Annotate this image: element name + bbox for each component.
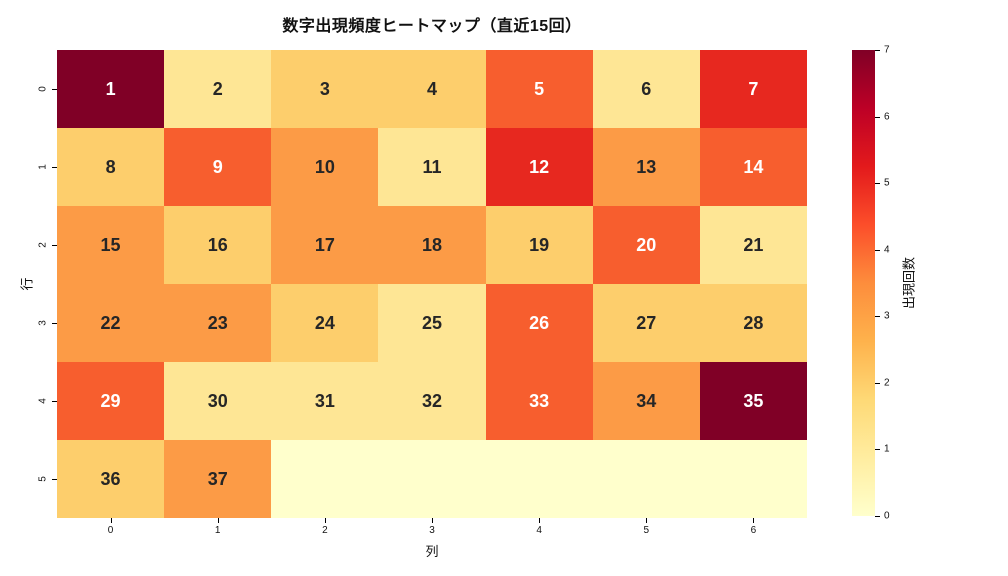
heatmap-cell: 14 — [699, 128, 807, 206]
heatmap-cell: 20 — [592, 206, 700, 284]
heatmap-cell: 36 — [57, 440, 165, 518]
heatmap-cell: 4 — [378, 50, 486, 128]
y-tick-mark — [52, 401, 57, 402]
y-tick-mark — [52, 245, 57, 246]
y-tick-label: 0 — [37, 86, 49, 92]
y-tick-mark — [52, 479, 57, 480]
heatmap-cell: 22 — [57, 284, 165, 362]
heatmap-cell: 8 — [57, 128, 165, 206]
colorbar-tick-label: 4 — [884, 244, 890, 256]
heatmap-cell: 33 — [485, 362, 593, 440]
x-tick-mark — [646, 518, 648, 523]
colorbar-tick-mark — [875, 183, 880, 185]
heatmap-cell: 19 — [485, 206, 593, 284]
heatmap-cell: 6 — [592, 50, 700, 128]
heatmap-cell: 3 — [271, 50, 379, 128]
colorbar-tick-label: 7 — [884, 44, 890, 56]
x-tick-mark — [217, 518, 219, 523]
heatmap-cell: 24 — [271, 284, 379, 362]
heatmap-cell: 31 — [271, 362, 379, 440]
heatmap-cell: 37 — [164, 440, 272, 518]
x-axis-label: 列 — [425, 544, 439, 559]
x-tick-label: 4 — [536, 525, 542, 536]
colorbar-tick-label: 3 — [884, 310, 890, 322]
heatmap-cell: 28 — [699, 284, 807, 362]
heatmap-cell — [378, 440, 486, 518]
heatmap-cell: 15 — [57, 206, 165, 284]
x-tick-mark — [324, 518, 326, 523]
x-tick-mark — [753, 518, 755, 523]
colorbar-tick-label: 6 — [884, 111, 890, 123]
heatmap-cell: 7 — [699, 50, 807, 128]
colorbar-label: 出現回数 — [901, 256, 917, 310]
heatmap-cell: 32 — [378, 362, 486, 440]
x-tick-mark — [110, 518, 112, 523]
colorbar-tick-mark — [875, 382, 880, 384]
heatmap-cell — [271, 440, 379, 518]
colorbar-tick-mark — [875, 249, 880, 251]
y-tick-label: 4 — [37, 398, 49, 404]
colorbar-tick-label: 1 — [884, 443, 890, 455]
colorbar-tick-mark — [875, 50, 880, 51]
chart-title: 数字出現頻度ヒートマップ（直近15回） — [282, 18, 582, 35]
heatmap-cell — [699, 440, 807, 518]
heatmap-cell: 1 — [57, 50, 165, 128]
heatmap-cell: 18 — [378, 206, 486, 284]
y-tick-label: 5 — [37, 476, 49, 482]
y-axis-label: 行 — [19, 277, 35, 291]
heatmap-cell: 16 — [164, 206, 272, 284]
heatmap-grid: 1 2 3 4 5 6 7 8 9 10 11 12 13 14 15 16 17 18 19 20 21 22 23 24 2… — [57, 50, 807, 518]
heatmap-cell: 13 — [592, 128, 700, 206]
y-tick-mark — [52, 89, 57, 90]
heatmap-cell: 23 — [164, 284, 272, 362]
heatmap-cell: 30 — [164, 362, 272, 440]
heatmap-cell — [485, 440, 593, 518]
heatmap-cell: 10 — [271, 128, 379, 206]
y-tick-mark — [52, 167, 57, 168]
heatmap-cell: 12 — [485, 128, 593, 206]
x-tick-label: 3 — [429, 525, 435, 536]
colorbar-tick-label: 0 — [884, 510, 890, 522]
colorbar-tick-mark — [875, 449, 880, 451]
heatmap-cell: 35 — [699, 362, 807, 440]
heatmap-cell: 26 — [485, 284, 593, 362]
y-tick-label: 2 — [37, 242, 49, 248]
x-tick-label: 0 — [107, 525, 114, 536]
x-tick-label: 2 — [322, 525, 328, 536]
heatmap-cell: 17 — [271, 206, 379, 284]
heatmap-cell: 2 — [164, 50, 272, 128]
x-tick-mark — [432, 518, 433, 523]
colorbar-tick-mark — [875, 516, 880, 517]
heatmap-cell: 27 — [592, 284, 700, 362]
x-tick-label: 5 — [643, 525, 650, 536]
colorbar-tick-mark — [875, 316, 880, 318]
colorbar-tick-mark — [875, 116, 880, 118]
x-tick-label: 1 — [214, 525, 221, 536]
heatmap-cell: 9 — [164, 128, 272, 206]
colorbar-tick-label: 5 — [884, 177, 890, 189]
x-tick-mark — [539, 518, 541, 523]
heatmap-cell: 21 — [699, 206, 807, 284]
x-tick-label: 6 — [750, 525, 757, 536]
heatmap-cell: 5 — [485, 50, 593, 128]
y-tick-label: 3 — [37, 320, 49, 326]
heatmap-cell: 25 — [378, 284, 486, 362]
heatmap-cell: 29 — [57, 362, 165, 440]
heatmap-cell — [592, 440, 700, 518]
heatmap-cell: 11 — [378, 128, 486, 206]
y-tick-label: 1 — [37, 164, 49, 170]
y-tick-mark — [52, 323, 57, 324]
colorbar — [852, 50, 875, 516]
colorbar-tick-label: 2 — [884, 377, 890, 389]
heatmap-cell: 34 — [592, 362, 700, 440]
